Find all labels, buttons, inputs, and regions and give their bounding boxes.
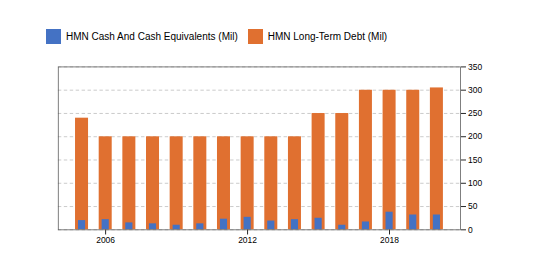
html-text:HMN Cash And Cash Equivalents: HMN Cash And Cash Equivalents (Mil): [66, 31, 238, 42]
svg-text:2012: 2012: [238, 235, 257, 245]
html-text:HMN Long-Term Debt (Mil): HMN Long-Term Debt (Mil): [267, 31, 388, 42]
svg-text:150: 150: [468, 155, 482, 165]
svg-text:200: 200: [468, 131, 482, 141]
svg-text:250: 250: [468, 108, 482, 118]
svg-text:350: 350: [468, 62, 482, 72]
svg-text:50: 50: [468, 201, 478, 211]
svg-text:2018: 2018: [380, 235, 399, 245]
svg-text:0: 0: [468, 225, 473, 235]
svg-text:2006: 2006: [96, 235, 115, 245]
svg-text:100: 100: [468, 178, 482, 188]
svg-text:300: 300: [468, 85, 482, 95]
